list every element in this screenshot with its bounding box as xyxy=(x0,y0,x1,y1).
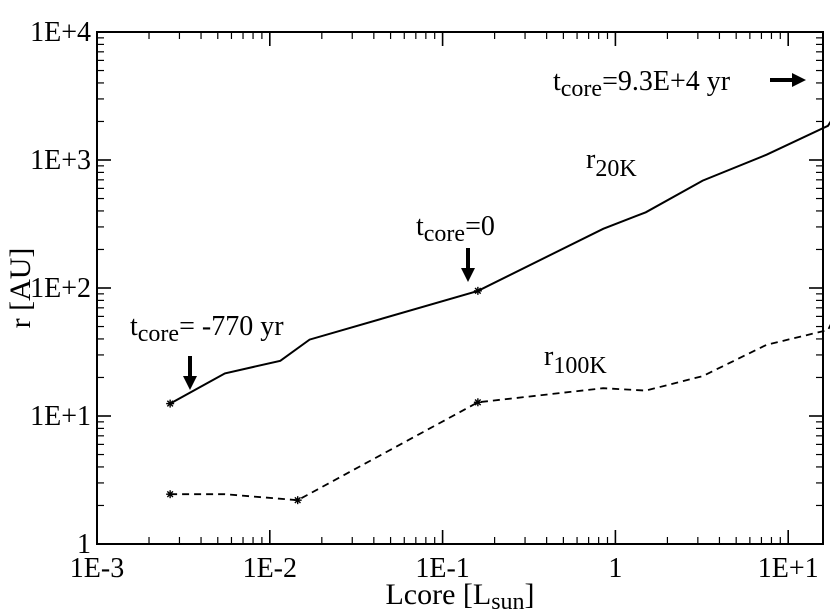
plot-frame xyxy=(96,31,824,545)
data-point-r20K xyxy=(166,399,175,408)
label-r100k-sub: 100K xyxy=(553,353,607,379)
annotation-tcore-end: tcore=9.3E+4 yr xyxy=(553,66,731,102)
annotation-tcore-start-rest: = -770 yr xyxy=(179,311,284,342)
x-tick-label: 1E-1 xyxy=(415,553,469,584)
annotation-tcore-zero-main: t xyxy=(416,211,424,242)
x-axis-label-sub: sun xyxy=(491,589,524,614)
y-tick-label: 1E+3 xyxy=(30,145,91,176)
data-point-r100K xyxy=(293,496,302,505)
y-tick-label: 1E+1 xyxy=(30,401,91,432)
annotation-tcore-start: tcore= -770 yr xyxy=(130,311,284,347)
label-r100k-main: r xyxy=(544,341,554,372)
x-axis-label: Lcore [Lsun] xyxy=(385,578,534,614)
y-tick-label: 1E+2 xyxy=(30,273,91,304)
label-r20k-main: r xyxy=(586,144,596,175)
tick-labels: 1E-3 1E-2 1E-1 1 1E+1 1 1E+1 1E+2 1E+3 1E+4 xyxy=(30,17,819,584)
x-axis-label-end: ] xyxy=(525,578,535,611)
annotation-tcore-end-main: t xyxy=(553,66,561,97)
y-tick-label: 1 xyxy=(77,529,91,560)
x-tick-label: 1E-2 xyxy=(243,553,297,584)
data-point-r100K xyxy=(166,490,175,499)
arrow-end xyxy=(770,73,806,87)
annotation-tcore-end-rest: =9.3E+4 yr xyxy=(602,66,731,97)
annotation-tcore-zero-rest: =0 xyxy=(465,211,495,242)
data-point-r100K xyxy=(473,398,482,407)
annotation-tcore-zero-sub: core xyxy=(424,221,465,247)
y-tick-label: 1E+4 xyxy=(30,17,91,48)
label-r100k: r100K xyxy=(544,341,607,379)
arrow-tcore-zero xyxy=(461,248,475,282)
series-line-r20K xyxy=(169,120,830,405)
marker-layer xyxy=(166,286,482,505)
x-tick-label: 1E+1 xyxy=(758,553,819,584)
annotation-tcore-end-sub: core xyxy=(561,76,602,102)
arrow-start xyxy=(183,356,197,390)
x-tick-label: 1 xyxy=(608,553,622,584)
label-r20k-sub: 20K xyxy=(595,156,637,182)
annotation-tcore-start-sub: core xyxy=(138,321,179,347)
x-axis-label-main: Lcore [L xyxy=(385,578,491,611)
label-r20k: r20K xyxy=(586,144,637,182)
y-axis-label: r [AU] xyxy=(4,248,37,329)
minor-ticks xyxy=(97,32,823,544)
series-layer xyxy=(169,120,830,502)
annotation-tcore-start-main: t xyxy=(130,311,138,342)
x-tick-label: 1E-3 xyxy=(70,553,124,584)
annotation-tcore-zero: tcore=0 xyxy=(416,211,495,247)
data-point-r20K xyxy=(473,286,482,295)
major-ticks xyxy=(96,31,823,545)
